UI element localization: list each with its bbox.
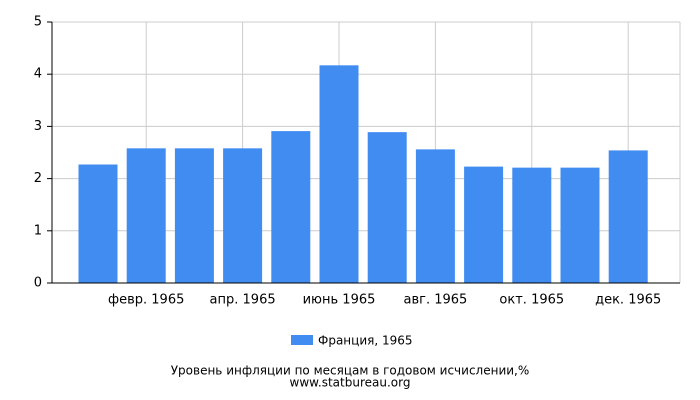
bar (223, 148, 263, 283)
x-tick-label: февр. 1965 (108, 293, 184, 308)
legend-label: Франция, 1965 (318, 334, 413, 348)
bar (464, 166, 504, 283)
x-tick-label: июнь 1965 (303, 293, 376, 308)
bar (78, 164, 118, 283)
legend-swatch (291, 335, 313, 345)
bar (415, 149, 455, 283)
bar (126, 148, 166, 283)
chart-subtitle: www.statbureau.org (290, 376, 411, 390)
x-tick-label: апр. 1965 (210, 293, 276, 308)
bar (271, 131, 311, 283)
bar (512, 167, 552, 283)
y-tick-label: 4 (34, 67, 42, 82)
x-tick-label: окт. 1965 (499, 293, 564, 308)
bar (174, 148, 214, 283)
y-tick-label: 1 (34, 223, 42, 238)
bar (367, 132, 407, 283)
bar (319, 65, 359, 284)
chart-title: Уровень инфляции по месяцам в годовом ис… (171, 364, 530, 378)
y-tick-label: 0 (34, 276, 42, 291)
x-tick-label: авг. 1965 (403, 293, 467, 308)
y-tick-label: 5 (34, 15, 42, 30)
bar (608, 150, 648, 283)
y-tick-label: 2 (34, 171, 42, 186)
y-tick-label: 3 (34, 119, 42, 134)
bar (560, 167, 600, 283)
x-tick-label: дек. 1965 (595, 293, 661, 308)
